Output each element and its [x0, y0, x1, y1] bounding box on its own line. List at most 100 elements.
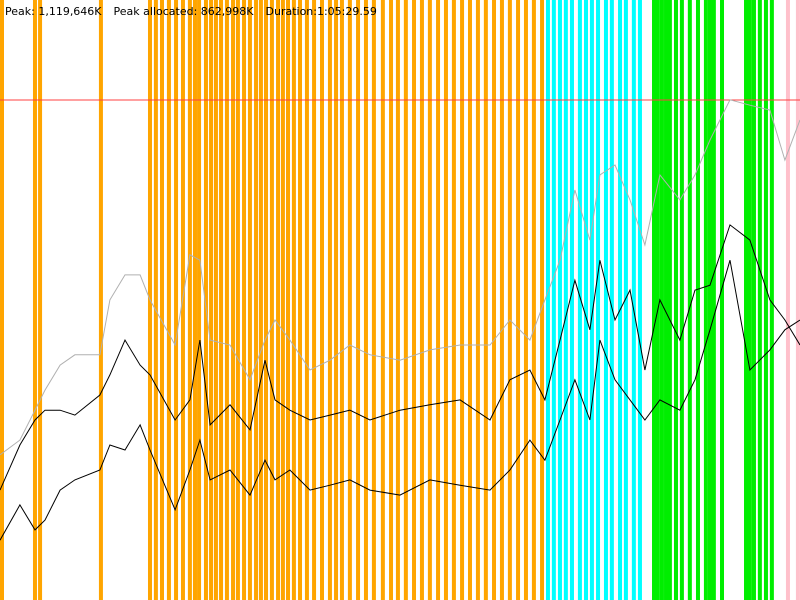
event-stripe — [231, 0, 236, 600]
event-stripe — [298, 0, 303, 600]
event-stripe — [451, 0, 456, 600]
event-stripe — [507, 0, 512, 600]
event-stripe — [460, 0, 465, 600]
event-stripe — [209, 0, 214, 600]
event-stripe — [280, 0, 285, 600]
event-stripe — [757, 0, 762, 600]
event-stripe — [751, 0, 756, 600]
event-stripe — [577, 0, 582, 600]
event-stripe — [569, 0, 574, 600]
event-stripe — [363, 0, 368, 600]
event-stripe — [769, 0, 774, 600]
event-stripe — [32, 0, 37, 600]
event-stripe — [187, 0, 192, 600]
event-stripe — [286, 0, 291, 600]
event-stripe — [334, 0, 339, 600]
event-stripe — [254, 0, 259, 600]
event-stripe — [443, 0, 448, 600]
event-stripe — [540, 0, 545, 600]
event-stripe — [304, 0, 309, 600]
event-stripe — [197, 0, 202, 600]
event-stripe — [655, 0, 660, 600]
event-stripe — [531, 0, 536, 600]
event-stripe — [213, 0, 218, 600]
event-stripe — [659, 0, 664, 600]
event-stripe — [174, 0, 179, 600]
event-stripe — [291, 0, 296, 600]
event-stripe — [516, 0, 521, 600]
event-stripe — [609, 0, 614, 600]
event-stripe — [551, 0, 556, 600]
event-stripe — [707, 0, 712, 600]
event-stripe — [545, 0, 550, 600]
event-stripe — [235, 0, 240, 600]
event-stripe — [785, 0, 790, 600]
event-stripe — [711, 0, 716, 600]
event-stripe — [695, 0, 700, 600]
event-stripe — [427, 0, 432, 600]
stat-label: Peak allocated: 862,998K — [114, 5, 255, 18]
stat-label: Peak: 1,119,646K — [5, 5, 102, 18]
event-stripe — [673, 0, 678, 600]
event-stripe — [412, 0, 417, 600]
event-stripe — [467, 0, 472, 600]
event-stripe — [557, 0, 562, 600]
event-stripe — [403, 0, 408, 600]
event-stripe — [98, 0, 103, 600]
event-stripe — [703, 0, 708, 600]
event-stripe — [269, 0, 274, 600]
event-stripe — [224, 0, 229, 600]
event-stripe — [499, 0, 504, 600]
event-stripe — [320, 0, 324, 600]
event-stripe — [744, 0, 749, 600]
event-stripe — [356, 0, 361, 600]
event-stripe — [747, 0, 752, 600]
event-stripe — [687, 0, 692, 600]
event-stripe — [596, 0, 601, 600]
memory-line — [0, 260, 800, 541]
event-stripe — [203, 0, 208, 600]
event-stripe — [603, 0, 608, 600]
event-stripe — [618, 0, 623, 600]
event-stripe — [242, 0, 247, 600]
event-stripe — [563, 0, 568, 600]
event-stripe — [483, 0, 488, 600]
event-stripe — [436, 0, 441, 600]
event-stripe — [192, 0, 197, 600]
event-stripe — [389, 0, 394, 600]
event-stripe — [679, 0, 684, 600]
event-stripe — [258, 0, 263, 600]
event-stripe — [584, 0, 589, 600]
event-stripe — [763, 0, 768, 600]
event-stripe — [347, 0, 352, 600]
stat-label: Duration:1:05:29.59 — [266, 5, 377, 18]
event-stripe — [371, 0, 376, 600]
event-stripe — [523, 0, 528, 600]
event-stripe — [589, 0, 594, 600]
event-stripe — [475, 0, 480, 600]
event-stripe — [652, 0, 657, 600]
event-stripe — [492, 0, 497, 600]
event-stripe — [631, 0, 636, 600]
memory-line — [0, 224, 800, 491]
event-stripe — [664, 0, 669, 600]
event-stripe — [623, 0, 628, 600]
event-stripe — [795, 0, 800, 600]
event-stripe — [312, 0, 317, 600]
event-stripe — [637, 0, 642, 600]
event-stripe — [219, 0, 224, 600]
event-stripe — [0, 0, 4, 600]
memory-line — [0, 99, 800, 456]
event-stripe — [38, 0, 43, 600]
event-stripe — [153, 0, 158, 600]
event-stripe — [380, 0, 385, 600]
event-stripe — [327, 0, 332, 600]
event-stripe — [247, 0, 252, 600]
event-stripe — [160, 0, 164, 600]
event-stripe — [720, 0, 724, 600]
event-stripe — [419, 0, 424, 600]
event-stripe — [395, 0, 400, 600]
event-stripe — [264, 0, 269, 600]
event-stripe — [166, 0, 171, 600]
